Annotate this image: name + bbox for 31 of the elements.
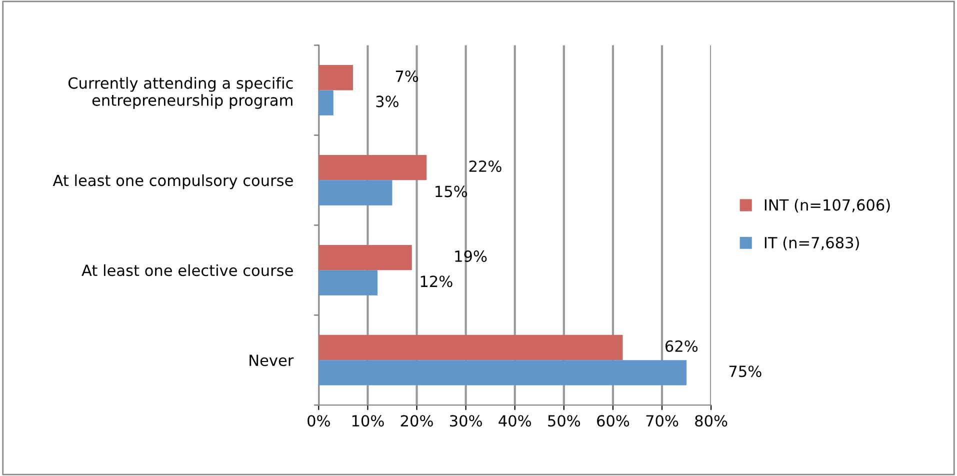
data-label: 7% bbox=[396, 70, 418, 82]
data-label: 22% bbox=[469, 160, 502, 172]
x-tick-label: 20% bbox=[400, 415, 433, 427]
y-tick-label: Never bbox=[250, 354, 294, 366]
bar bbox=[318, 244, 412, 270]
x-tick-label: 60% bbox=[597, 415, 630, 427]
x-tick-label: 40% bbox=[498, 415, 531, 427]
bar bbox=[318, 334, 623, 360]
data-label: 15% bbox=[436, 186, 468, 198]
data-label: 19% bbox=[455, 250, 487, 262]
data-label: 62% bbox=[666, 340, 698, 352]
x-tick-label: 70% bbox=[646, 415, 678, 427]
legend-label: IT (n=7,683) bbox=[764, 236, 859, 250]
y-tick-label: At least one compulsory course bbox=[52, 174, 293, 190]
y-tick-label: Currently attending a specific entrepreneurship program bbox=[68, 77, 293, 109]
bar bbox=[318, 360, 687, 386]
x-tick-label: 50% bbox=[548, 415, 580, 427]
x-tick-label: 30% bbox=[450, 415, 482, 427]
bar bbox=[318, 180, 392, 206]
bar bbox=[318, 65, 354, 90]
bar bbox=[318, 270, 378, 296]
data-label: 75% bbox=[729, 366, 762, 378]
data-label: 12% bbox=[420, 276, 452, 288]
legend-label: INT (n=107,606) bbox=[764, 198, 890, 213]
bar bbox=[318, 90, 334, 116]
bar bbox=[318, 154, 427, 180]
data-label: 3% bbox=[376, 96, 398, 108]
x-tick-label: 0% bbox=[308, 415, 330, 427]
y-tick-label: At least one elective course bbox=[82, 264, 293, 276]
x-tick-label: 80% bbox=[695, 415, 728, 427]
x-tick-label: 10% bbox=[352, 415, 384, 427]
